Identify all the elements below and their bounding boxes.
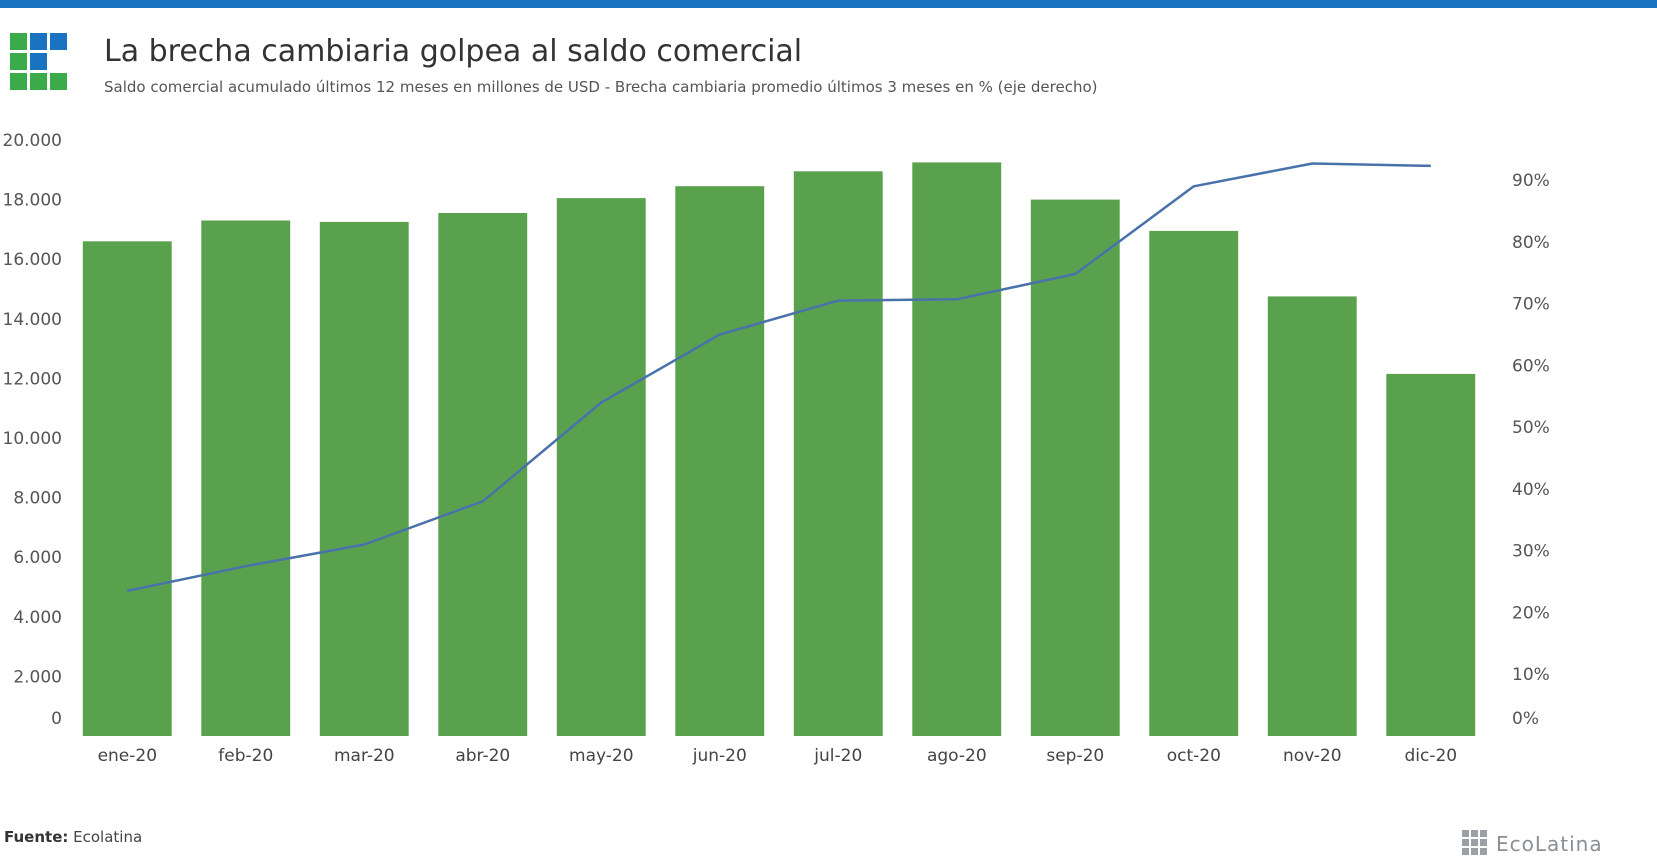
category-label: feb-20 <box>218 746 273 766</box>
right-tick-label: 60% <box>1512 356 1550 376</box>
brand-square <box>1480 848 1487 855</box>
source-value: Ecolatina <box>73 828 143 846</box>
right-tick-label: 40% <box>1512 480 1550 500</box>
brand-grid-icon <box>1462 830 1488 856</box>
bar-feb-20 <box>201 220 291 736</box>
brand-square <box>1462 839 1469 846</box>
right-tick-label: 10% <box>1512 665 1550 685</box>
left-tick-label: 6.000 <box>13 548 62 568</box>
source-label: Fuente: <box>4 828 69 846</box>
bar-mar-20 <box>319 221 409 736</box>
logo-square <box>10 33 27 50</box>
logo-square <box>10 73 27 90</box>
right-tick-label: 30% <box>1512 542 1550 562</box>
combo-chart: 0 2.000 4.000 6.000 8.000 10.000 12.000 14.000 1… <box>3 131 1550 766</box>
bar-abr-20 <box>438 213 528 736</box>
logo-square <box>30 53 47 70</box>
bar-sep-20 <box>1030 199 1120 737</box>
left-tick-label: 12.000 <box>3 369 62 389</box>
category-label: oct-20 <box>1167 746 1221 766</box>
logo-square <box>30 33 47 50</box>
category-label: sep-20 <box>1046 746 1104 766</box>
category-label: abr-20 <box>455 746 510 766</box>
logo-square <box>30 73 47 90</box>
left-tick-label: 0 <box>51 709 62 729</box>
brand-square <box>1471 830 1478 837</box>
category-label: jul-20 <box>813 746 862 766</box>
left-tick-label: 18.000 <box>3 191 62 211</box>
brand-logo: EcoLatina <box>1462 830 1652 858</box>
chart-title: La brecha cambiaria golpea al saldo come… <box>104 34 803 69</box>
right-tick-label: 70% <box>1512 295 1550 315</box>
category-label: ago-20 <box>927 746 987 766</box>
logo-icon <box>10 33 72 95</box>
brand-square <box>1471 839 1478 846</box>
brand-square <box>1480 839 1487 846</box>
bar-ene-20 <box>82 241 172 737</box>
bar-nov-20 <box>1267 296 1357 736</box>
category-label: dic-20 <box>1404 746 1457 766</box>
brand-square <box>1462 830 1469 837</box>
brecha-line <box>127 162 1431 593</box>
logo-square <box>10 53 27 70</box>
bar-oct-20 <box>1149 230 1239 736</box>
right-tick-label: 0% <box>1512 709 1539 729</box>
right-tick-label: 90% <box>1512 171 1550 191</box>
brand-square <box>1462 848 1469 855</box>
bar-ago-20 <box>912 162 1002 736</box>
right-tick-label: 20% <box>1512 604 1550 624</box>
bar-jun-20 <box>675 186 765 736</box>
brand-square <box>1480 830 1487 837</box>
left-tick-label: 4.000 <box>13 608 62 628</box>
category-label: ene-20 <box>98 746 157 766</box>
category-label: may-20 <box>569 746 634 766</box>
top-accent-bar <box>0 0 1657 8</box>
chart-subtitle: Saldo comercial acumulado últimos 12 mes… <box>104 78 1098 96</box>
left-tick-label: 10.000 <box>3 429 62 449</box>
category-label: mar-20 <box>334 746 395 766</box>
bar-dic-20 <box>1386 373 1476 736</box>
brand-square <box>1471 848 1478 855</box>
source-note: Fuente: Ecolatina <box>4 828 142 846</box>
bar-jul-20 <box>793 171 883 737</box>
logo-square <box>50 33 67 50</box>
left-tick-label: 16.000 <box>3 250 62 270</box>
bar-may-20 <box>556 198 646 737</box>
left-tick-label: 8.000 <box>13 489 62 509</box>
right-tick-label: 80% <box>1512 233 1550 253</box>
category-label: nov-20 <box>1283 746 1342 766</box>
left-tick-label: 20.000 <box>3 131 62 151</box>
left-tick-label: 14.000 <box>3 310 62 330</box>
brand-name: EcoLatina <box>1496 832 1603 856</box>
right-tick-label: 50% <box>1512 418 1550 438</box>
category-label: jun-20 <box>692 746 747 766</box>
left-tick-label: 2.000 <box>13 667 62 687</box>
logo-square <box>50 73 67 90</box>
